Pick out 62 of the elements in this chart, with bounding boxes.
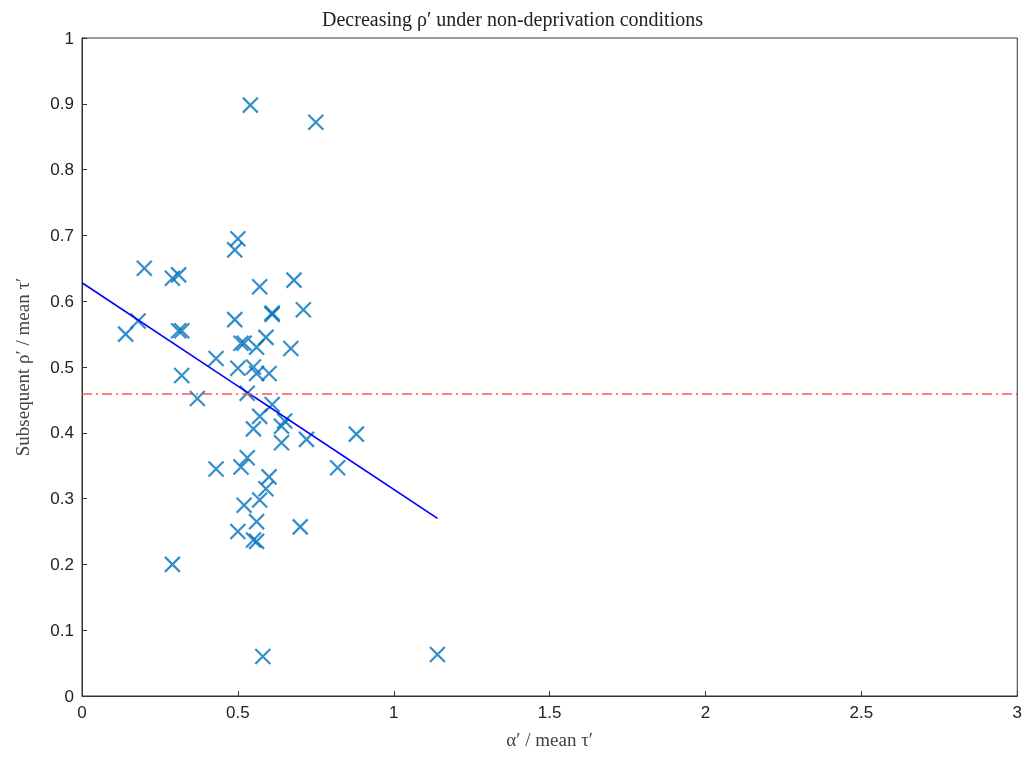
y-tick-label: 0.7 xyxy=(50,225,74,245)
point xyxy=(263,395,281,414)
x-tick-label: 2.5 xyxy=(849,703,874,722)
point xyxy=(254,647,272,666)
point xyxy=(282,339,300,358)
point xyxy=(251,278,269,296)
y-tick-label: 0.9 xyxy=(50,94,74,114)
y-tick-label: 0.5 xyxy=(50,357,74,377)
point xyxy=(297,430,316,448)
y-tick-label: 0.2 xyxy=(50,554,74,574)
point xyxy=(272,434,291,452)
y-axis-title: Subsequent ρ′ / mean τ′ xyxy=(12,277,33,457)
point xyxy=(235,496,253,514)
point xyxy=(257,480,275,498)
x-tick-label: 2 xyxy=(700,703,711,722)
point xyxy=(294,301,312,319)
y-tick-label: 0.6 xyxy=(50,291,74,311)
point xyxy=(135,259,153,277)
point xyxy=(276,412,294,430)
point xyxy=(129,312,147,330)
point xyxy=(329,459,347,477)
point xyxy=(272,417,291,435)
point xyxy=(238,449,256,467)
point xyxy=(226,241,244,259)
chart-title: Decreasing ρ′ under non-deprivation conditions xyxy=(322,8,704,31)
point xyxy=(163,269,182,287)
y-tick-label: 0.4 xyxy=(50,423,74,443)
point xyxy=(188,389,206,408)
y-tick-label: 0 xyxy=(64,686,74,706)
y-tick-label: 0.1 xyxy=(50,620,74,640)
point xyxy=(117,325,135,343)
point xyxy=(291,518,309,536)
point xyxy=(229,230,247,248)
point xyxy=(285,271,303,289)
point xyxy=(173,366,191,385)
point xyxy=(307,113,325,131)
y-tick-label: 0.8 xyxy=(50,160,74,180)
point xyxy=(247,513,266,531)
point xyxy=(251,491,269,509)
x-tick-label: 1.5 xyxy=(537,703,562,722)
point xyxy=(260,468,278,486)
point xyxy=(207,460,225,478)
x-tick-label: 0 xyxy=(77,703,87,722)
point xyxy=(244,420,263,438)
point xyxy=(163,555,182,573)
point xyxy=(226,311,244,329)
x-tick-label: 0.5 xyxy=(226,703,250,722)
y-tick-label: 0.3 xyxy=(50,489,74,509)
point xyxy=(229,522,247,541)
point xyxy=(428,645,446,664)
point xyxy=(238,384,256,402)
x-tick-label: 3 xyxy=(1012,703,1023,722)
point xyxy=(257,328,275,346)
point xyxy=(170,266,188,284)
point xyxy=(347,425,365,443)
y-tick-label: 1 xyxy=(64,28,74,48)
point xyxy=(251,407,269,425)
point xyxy=(241,96,259,114)
point xyxy=(232,458,250,476)
point xyxy=(207,349,225,368)
x-tick-label: 1 xyxy=(389,703,399,722)
x-axis-title: α′ / mean τ′ xyxy=(506,729,593,750)
